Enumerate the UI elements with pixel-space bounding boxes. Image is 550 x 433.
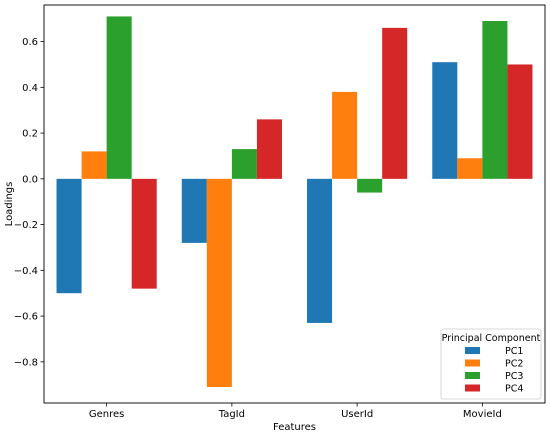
legend-label-pc2: PC2 bbox=[505, 359, 523, 370]
bar-pc1-userid bbox=[307, 178, 333, 323]
x-axis: Genres TagId UserId MovieId bbox=[89, 403, 502, 420]
y-tick-label: 0.2 bbox=[22, 129, 38, 140]
bar-pc1-genres bbox=[56, 178, 82, 294]
legend-title: Principal Component bbox=[442, 333, 541, 344]
x-axis-title: Features bbox=[273, 422, 316, 433]
y-tick-label: −0.6 bbox=[14, 312, 38, 323]
y-tick-label: 0.4 bbox=[22, 83, 38, 94]
bar-pc4-tagid bbox=[256, 119, 282, 179]
plot-frame bbox=[43, 4, 546, 404]
legend-label-pc1: PC1 bbox=[505, 346, 523, 357]
bar-pc3-movieid bbox=[482, 21, 508, 179]
bar-pc3-genres bbox=[106, 16, 132, 179]
legend-box bbox=[440, 328, 542, 400]
y-axis-title: Loadings bbox=[4, 182, 15, 227]
y-tick-label: −0.2 bbox=[14, 220, 38, 231]
legend-label-pc4: PC4 bbox=[505, 384, 523, 395]
bar-pc3-tagid bbox=[231, 149, 257, 179]
bar-pc2-genres bbox=[81, 151, 107, 179]
legend-swatch-pc4 bbox=[465, 384, 480, 392]
bar-pc2-userid bbox=[332, 91, 358, 179]
bar-pc3-userid bbox=[357, 178, 383, 193]
bar-pc4-movieid bbox=[507, 64, 533, 179]
x-tick-label: UserId bbox=[341, 409, 373, 420]
legend-swatch-pc3 bbox=[465, 372, 480, 379]
bar-pc2-tagid bbox=[206, 178, 232, 387]
legend-swatch-pc1 bbox=[465, 347, 480, 354]
y-tick-label: −0.4 bbox=[14, 266, 38, 277]
x-tick-label: TagId bbox=[218, 409, 245, 420]
y-tick-label: 0.0 bbox=[22, 174, 38, 185]
bars-group bbox=[56, 16, 533, 387]
bar-pc4-userid bbox=[382, 27, 408, 179]
bar-pc4-genres bbox=[131, 178, 157, 289]
bar-pc1-movieid bbox=[432, 62, 458, 179]
bar-pc1-tagid bbox=[181, 178, 207, 243]
x-tick-label: MovieId bbox=[463, 409, 502, 420]
y-tick-label: 0.6 bbox=[22, 37, 38, 48]
legend-swatch-pc2 bbox=[465, 359, 480, 367]
y-tick-label: −0.8 bbox=[14, 357, 38, 368]
legend-label-pc3: PC3 bbox=[505, 371, 523, 382]
y-axis: 0.6 0.4 0.2 0.0 −0.2 −0.4 −0.6 −0.8 bbox=[14, 37, 44, 368]
x-tick-label: Genres bbox=[89, 409, 125, 420]
bar-pc2-movieid bbox=[457, 158, 483, 179]
